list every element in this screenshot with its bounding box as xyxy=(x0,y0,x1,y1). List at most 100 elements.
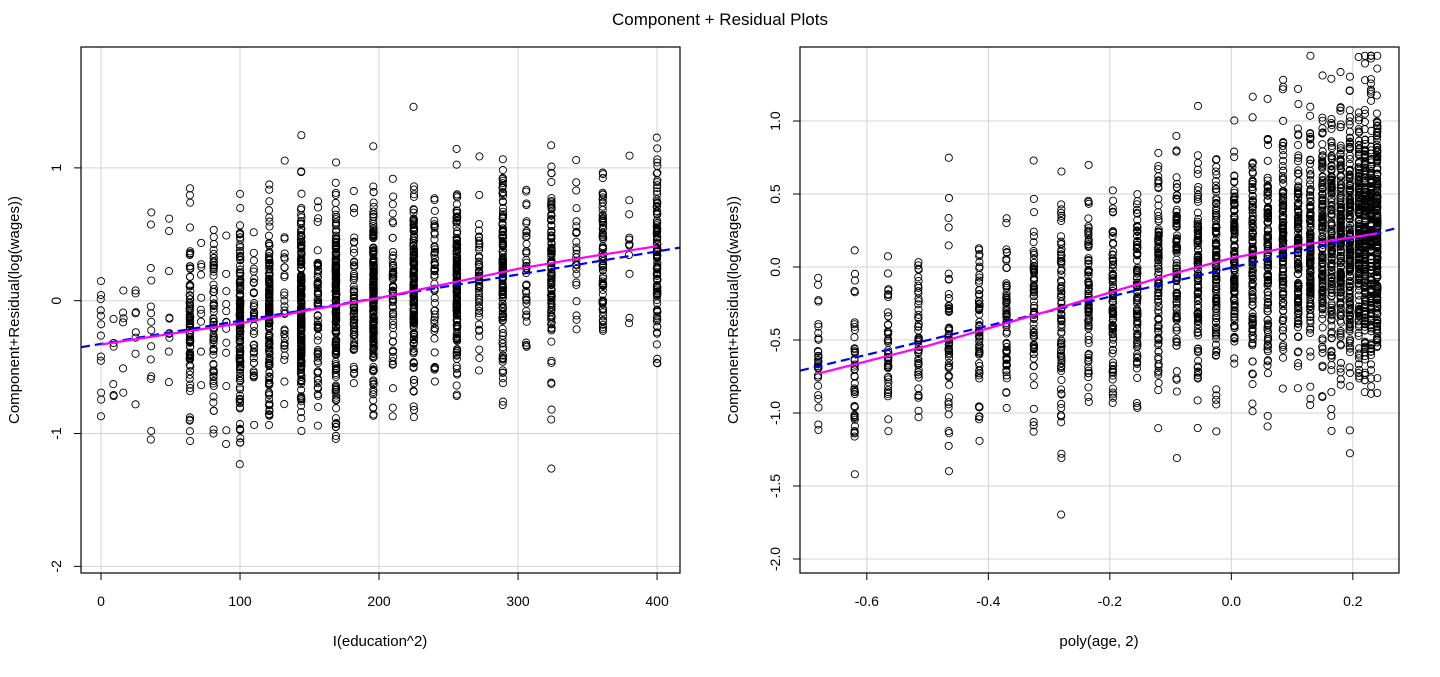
data-point xyxy=(851,277,858,284)
data-point xyxy=(1173,454,1180,461)
data-point xyxy=(1030,355,1037,362)
data-point xyxy=(389,385,396,392)
data-point xyxy=(410,413,417,420)
data-point xyxy=(147,221,154,228)
data-point xyxy=(350,187,357,194)
data-point xyxy=(1133,325,1140,332)
data-point xyxy=(1319,324,1326,331)
data-point xyxy=(626,211,633,218)
data-point xyxy=(223,288,230,295)
data-point xyxy=(210,233,217,240)
data-point xyxy=(1337,376,1344,383)
data-point xyxy=(1264,157,1271,164)
data-point xyxy=(1328,388,1335,395)
data-point xyxy=(389,201,396,208)
y-axis-label: Component+Residual(log(wages)) xyxy=(725,196,742,424)
data-point xyxy=(548,338,555,345)
data-point xyxy=(350,204,357,211)
data-point xyxy=(198,239,205,246)
data-point xyxy=(166,215,173,222)
data-point xyxy=(1307,52,1314,59)
data-point xyxy=(1085,384,1092,391)
data-point xyxy=(475,367,482,374)
data-point xyxy=(223,270,230,277)
data-point xyxy=(625,320,632,327)
data-point xyxy=(1328,405,1335,412)
data-point xyxy=(1030,382,1037,389)
data-point xyxy=(945,411,952,418)
data-point xyxy=(1307,383,1314,390)
data-point xyxy=(1030,228,1037,235)
data-point xyxy=(314,337,321,344)
data-point xyxy=(573,271,580,278)
data-point xyxy=(1346,383,1353,390)
data-point xyxy=(548,465,555,472)
data-point xyxy=(333,405,340,412)
data-point xyxy=(120,389,127,396)
y-tick-label: 1 xyxy=(48,164,64,172)
data-point xyxy=(281,157,288,164)
data-point xyxy=(453,161,460,168)
data-point xyxy=(476,153,483,160)
data-point xyxy=(523,200,530,207)
data-point xyxy=(1058,201,1065,208)
data-point xyxy=(945,290,952,297)
data-point xyxy=(1003,219,1010,226)
data-point xyxy=(1057,511,1064,518)
data-point xyxy=(1194,159,1201,166)
data-point xyxy=(1134,374,1141,381)
data-point xyxy=(475,220,482,227)
data-point xyxy=(197,348,204,355)
data-point xyxy=(389,175,396,182)
data-point xyxy=(1155,425,1162,432)
data-point xyxy=(1294,85,1301,92)
data-point xyxy=(1085,398,1092,405)
data-point xyxy=(210,281,217,288)
data-point xyxy=(1249,400,1256,407)
data-point xyxy=(370,203,377,210)
data-point xyxy=(389,234,396,241)
data-point xyxy=(120,287,127,294)
data-point xyxy=(945,224,952,231)
data-point xyxy=(1003,389,1010,396)
data-point xyxy=(223,427,230,434)
data-point xyxy=(1194,152,1201,159)
data-point xyxy=(885,416,892,423)
plot-frame xyxy=(81,47,680,573)
data-point xyxy=(1264,423,1271,430)
data-point xyxy=(499,380,506,387)
data-point xyxy=(945,154,952,161)
data-point xyxy=(945,295,952,302)
data-point xyxy=(431,378,438,385)
data-point xyxy=(198,382,205,389)
data-point xyxy=(1058,168,1065,175)
data-point xyxy=(945,214,952,221)
data-point xyxy=(187,199,194,206)
data-point xyxy=(110,315,117,322)
data-point xyxy=(626,197,633,204)
data-point xyxy=(814,281,821,288)
data-point xyxy=(186,192,193,199)
data-point xyxy=(573,316,580,323)
data-point xyxy=(250,229,257,236)
data-point xyxy=(223,382,230,389)
data-point xyxy=(573,156,580,163)
data-point xyxy=(165,227,172,234)
data-point xyxy=(1030,157,1037,164)
data-point xyxy=(198,310,205,317)
data-point xyxy=(389,317,396,324)
x-axis-label: poly(age, 2) xyxy=(1059,633,1138,650)
data-point xyxy=(523,240,530,247)
data-point xyxy=(314,422,321,429)
data-point xyxy=(165,267,172,274)
data-point xyxy=(265,207,272,214)
data-point xyxy=(370,143,377,150)
data-point xyxy=(1249,380,1256,387)
data-point xyxy=(389,413,396,420)
data-point xyxy=(431,349,438,356)
data-point xyxy=(370,189,377,196)
data-point xyxy=(1280,76,1287,83)
data-point xyxy=(499,156,506,163)
data-point xyxy=(210,226,217,233)
